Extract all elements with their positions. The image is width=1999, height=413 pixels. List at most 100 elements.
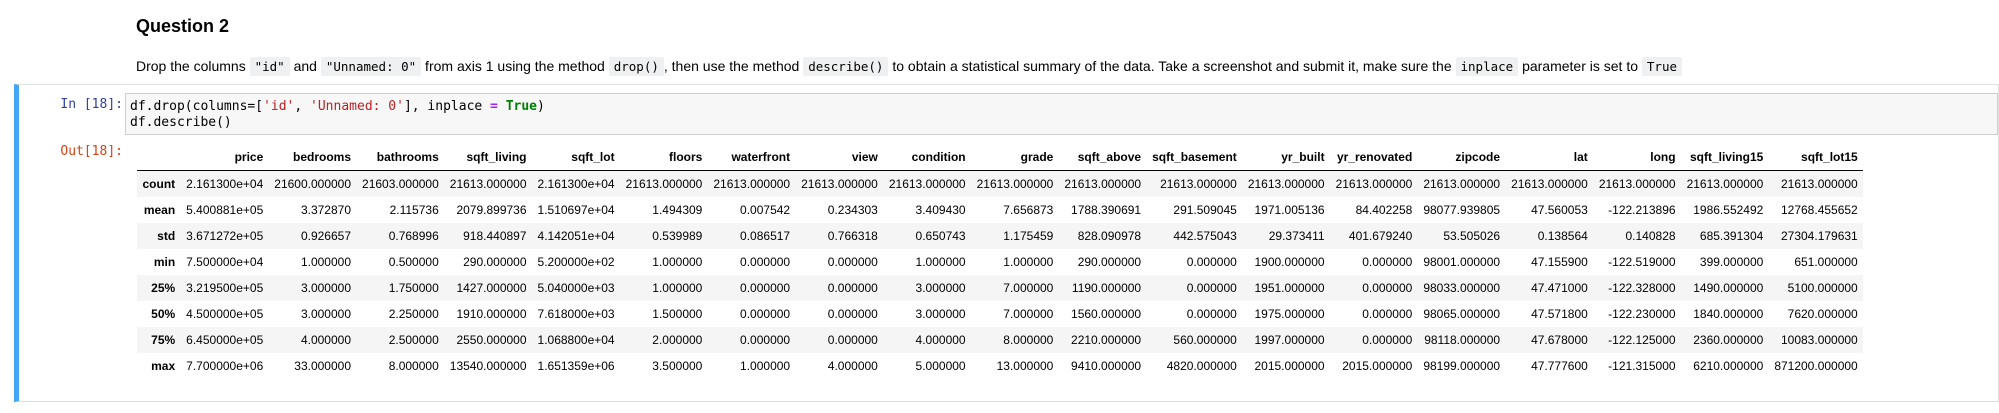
table-cell: 98199.000000	[1423, 359, 1501, 373]
table-cell: 21613.000000	[1423, 177, 1501, 191]
table-cell: 0.000000	[827, 307, 878, 321]
code-cell[interactable]: In [18]: df.drop(columns=['id', 'Unnamed…	[14, 84, 1999, 402]
instruction-text: to obtain a statistical summary of the d…	[888, 58, 1456, 74]
table-cell: 290.000000	[463, 255, 527, 269]
table-cell: 1560.000000	[1071, 307, 1142, 321]
table-cell: 21613.000000	[1247, 177, 1325, 191]
table-cell: 98077.939805	[1423, 203, 1501, 217]
inline-code: inplace	[1455, 57, 1519, 76]
code-token: ,	[294, 99, 311, 114]
table-cell: 21613.000000	[1686, 177, 1764, 191]
table-cell: 3.000000	[915, 281, 966, 295]
code-line: df.describe()	[130, 115, 232, 130]
table-cell: 0.000000	[827, 281, 878, 295]
inline-code: True	[1641, 57, 1683, 76]
question-title: Question 2	[136, 16, 230, 36]
inline-code: describe()	[803, 57, 889, 76]
table-cell: 918.440897	[463, 229, 527, 243]
table-cell: 0.007542	[740, 203, 791, 217]
table-cell: 21613.000000	[449, 177, 527, 191]
table-cell: 7.000000	[1003, 307, 1054, 321]
markdown-cell[interactable]: Question 2 Drop the columns "id" and "Un…	[136, 14, 1979, 78]
table-cell: 2360.000000	[1693, 333, 1764, 347]
column-header: sqft_above	[1058, 144, 1147, 171]
column-header: sqft_lot	[532, 144, 621, 171]
code-editor[interactable]: df.drop(columns=['id', 'Unnamed: 0'], in…	[125, 93, 1998, 135]
table-cell: 1840.000000	[1693, 307, 1764, 321]
table-cell: 0.138564	[1537, 229, 1588, 243]
table-cell: 7.700000e+06	[186, 359, 264, 373]
table-cell: 2210.000000	[1071, 333, 1142, 347]
instruction-text: parameter is set to	[1518, 58, 1642, 74]
table-cell: 1427.000000	[456, 281, 527, 295]
table-cell: 2015.000000	[1254, 359, 1325, 373]
table-cell: 29.373411	[1268, 229, 1325, 243]
table-cell: 0.000000	[740, 281, 791, 295]
table-cell: 84.402258	[1355, 203, 1413, 217]
column-header: sqft_basement	[1146, 144, 1243, 171]
table-cell: 27304.179631	[1780, 229, 1858, 243]
table-cell: 21613.000000	[625, 177, 703, 191]
column-header: sqft_lot15	[1768, 144, 1864, 171]
code-string: 'Unnamed: 0'	[310, 99, 404, 114]
table-cell: 1.000000	[652, 255, 703, 269]
table-cell: 6.450000e+05	[186, 333, 264, 347]
column-header: bathrooms	[356, 144, 445, 171]
table-cell: 0.086517	[740, 229, 791, 243]
table-cell: 0.000000	[740, 255, 791, 269]
table-cell: 0.000000	[740, 307, 791, 321]
table-cell: 0.000000	[1186, 281, 1237, 295]
table-cell: 2.115736	[389, 203, 439, 217]
table-cell: 47.471000	[1531, 281, 1588, 295]
table-cell: 3.671272e+05	[186, 229, 264, 243]
table-cell: 1975.000000	[1254, 307, 1325, 321]
table-cell: 47.571800	[1531, 307, 1588, 321]
table-cell: 1.651359e+06	[537, 359, 615, 373]
table-cell: 13540.000000	[449, 359, 527, 373]
table-cell: 1.750000	[388, 281, 439, 295]
table-cell: 21613.000000	[976, 177, 1054, 191]
output-area: price bedrooms bathrooms sqft_living sqft_lo…	[137, 144, 1864, 379]
table-cell: 1951.000000	[1254, 281, 1325, 295]
table-cell: 1.000000	[652, 281, 703, 295]
table-cell: 291.509045	[1173, 203, 1237, 217]
column-header: waterfront	[707, 144, 796, 171]
row-label: 75%	[151, 333, 176, 347]
table-cell: 4820.000000	[1166, 359, 1237, 373]
table-cell: 442.575043	[1173, 229, 1237, 243]
table-cell: 8.000000	[1003, 333, 1054, 347]
table-cell: 13.000000	[996, 359, 1054, 373]
table-cell: 0.766318	[827, 229, 878, 243]
table-cell: 47.777600	[1531, 359, 1588, 373]
table-cell: 21613.000000	[1780, 177, 1858, 191]
input-prompt: In [18]:	[60, 97, 123, 112]
column-header: yr_built	[1242, 144, 1331, 171]
table-cell: 5.200000e+02	[537, 255, 615, 269]
table-cell: 1900.000000	[1254, 255, 1325, 269]
table-cell: 6210.000000	[1693, 359, 1764, 373]
table-cell: 7620.000000	[1787, 307, 1858, 321]
row-label: mean	[143, 203, 176, 217]
header-row: price bedrooms bathrooms sqft_living sqft_lo…	[137, 144, 1864, 171]
table-cell: 1190.000000	[1071, 281, 1142, 295]
table-cell: 21613.000000	[1064, 177, 1142, 191]
table-cell: 401.679240	[1348, 229, 1413, 243]
row-label: min	[153, 255, 176, 269]
table-cell: 3.219500e+05	[186, 281, 264, 295]
table-cell: 0.000000	[1186, 307, 1237, 321]
table-cell: 3.000000	[300, 307, 352, 321]
table-cell: 21613.000000	[1160, 177, 1237, 191]
table-cell: 1.000000	[915, 255, 966, 269]
table-cell: 2.161300e+04	[186, 177, 264, 191]
table-cell: 21613.000000	[1598, 177, 1676, 191]
table-cell: 2.250000	[388, 307, 439, 321]
table-cell: 98065.000000	[1423, 307, 1501, 321]
table-cell: 47.678000	[1531, 333, 1588, 347]
table-cell: 3.000000	[300, 281, 352, 295]
code-line: df.drop(columns=['id', 'Unnamed: 0'], in…	[130, 99, 1993, 115]
table-cell: 4.000000	[915, 333, 966, 347]
table-cell: 12768.455652	[1780, 203, 1858, 217]
table-cell: 651.000000	[1794, 255, 1858, 269]
table-cell: 4.000000	[827, 359, 878, 373]
table-cell: -122.328000	[1608, 281, 1676, 295]
